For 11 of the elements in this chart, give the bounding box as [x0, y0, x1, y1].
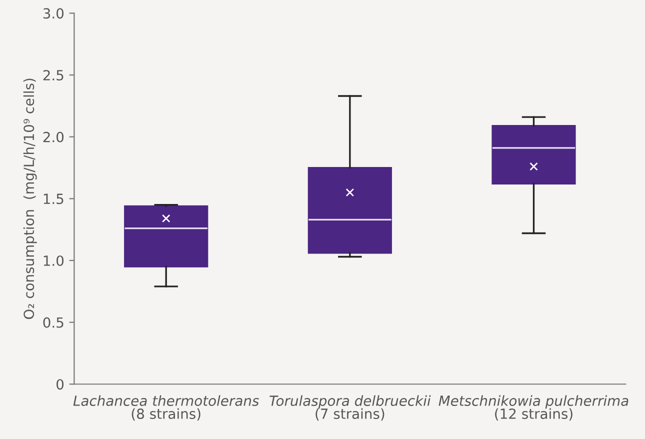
y-tick-label: 1.0 — [44, 255, 64, 266]
y-tick-label: 0.5 — [43, 317, 64, 328]
y-tick-label: 1.5 — [44, 194, 64, 204]
category-label: Torulaspora delbrueckii (7 strains) — [270, 395, 431, 421]
y-tick-label: 2.0 — [43, 132, 64, 142]
category-label: Lachancea thermotolerans (8 strains) — [73, 395, 259, 421]
y-tick-label: 3.0 — [43, 8, 64, 19]
y-tick-label: 0 — [56, 379, 64, 390]
y-tick-label: 2.5 — [43, 70, 64, 80]
category-label: Metschnikowia pulcherrima (12 strains) — [438, 395, 628, 421]
y-axis-title: O₂ consumption (mg/L/h/10⁹ cells) — [23, 78, 37, 319]
